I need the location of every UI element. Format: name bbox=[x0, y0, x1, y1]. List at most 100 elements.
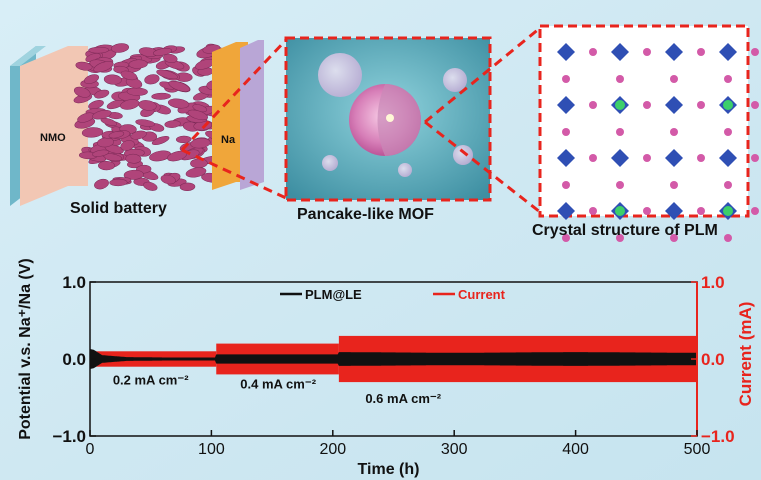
linker bbox=[724, 128, 732, 136]
linker bbox=[751, 48, 759, 56]
linker bbox=[751, 101, 759, 109]
x-tick-label: 300 bbox=[441, 441, 468, 458]
nmo-cathode bbox=[20, 46, 88, 206]
linker bbox=[589, 48, 597, 56]
pancake bbox=[152, 48, 173, 56]
pancake bbox=[83, 74, 100, 84]
linker bbox=[562, 75, 570, 83]
pancake bbox=[88, 46, 110, 54]
x-tick-label: 200 bbox=[319, 441, 346, 458]
pancake bbox=[167, 98, 190, 109]
left-collector-top bbox=[10, 46, 46, 66]
linker bbox=[670, 128, 678, 136]
sodium-site bbox=[723, 100, 733, 110]
polyhedron bbox=[719, 149, 737, 167]
pancake bbox=[120, 140, 135, 151]
linker bbox=[616, 75, 624, 83]
crystal-panel bbox=[538, 24, 750, 218]
polyhedron bbox=[557, 43, 575, 61]
pancake bbox=[81, 127, 104, 138]
pancake bbox=[179, 182, 196, 191]
polyhedron bbox=[611, 149, 629, 167]
linker bbox=[643, 154, 651, 162]
linker bbox=[562, 181, 570, 189]
pancake bbox=[120, 70, 138, 81]
linker bbox=[562, 234, 570, 242]
bubble bbox=[318, 53, 362, 97]
linker bbox=[751, 154, 759, 162]
zoom-line bbox=[424, 120, 541, 214]
current-density-annotation: 0.4 mA cm⁻² bbox=[240, 376, 316, 391]
x-tick-label: 100 bbox=[198, 441, 225, 458]
linker bbox=[643, 48, 651, 56]
y-left-tick-label: 1.0 bbox=[62, 273, 86, 292]
bubble bbox=[322, 155, 338, 171]
y-left-tick-label: 0.0 bbox=[62, 350, 86, 369]
pancake bbox=[163, 53, 178, 63]
pancake bbox=[160, 174, 176, 185]
pancake bbox=[75, 61, 93, 71]
pancake bbox=[164, 120, 181, 128]
linker bbox=[697, 207, 705, 215]
linker bbox=[643, 101, 651, 109]
current-density-annotation: 0.6 mA cm⁻² bbox=[365, 391, 441, 406]
y-right-tick-label: −1.0 bbox=[701, 427, 735, 446]
current-density-annotation: 0.2 mA cm⁻² bbox=[113, 373, 189, 388]
y-right-tick-label: 1.0 bbox=[701, 273, 725, 292]
pancake bbox=[128, 59, 148, 69]
bubble bbox=[398, 163, 412, 177]
voltage-trace bbox=[90, 349, 697, 369]
pancake bbox=[168, 80, 190, 92]
bubble bbox=[453, 145, 473, 165]
mof-caption: Pancake-like MOF bbox=[297, 206, 434, 223]
polyhedron bbox=[611, 43, 629, 61]
linker bbox=[562, 128, 570, 136]
pancake bbox=[151, 92, 171, 100]
y-left-axis-label: Potential v.s. Na⁺/Na (V) bbox=[17, 258, 34, 440]
polyhedron bbox=[557, 202, 575, 220]
mof-sphere-core bbox=[386, 114, 394, 122]
linker bbox=[724, 181, 732, 189]
polyhedron bbox=[719, 43, 737, 61]
pancake bbox=[93, 61, 114, 73]
linker bbox=[643, 207, 651, 215]
pancake bbox=[138, 100, 157, 111]
nmo-label: NMO bbox=[40, 132, 66, 144]
y-right-axis-label: Current (mA) bbox=[736, 302, 755, 407]
x-tick-label: 500 bbox=[684, 441, 711, 458]
polyhedron bbox=[665, 202, 683, 220]
sodium-site bbox=[615, 100, 625, 110]
polyhedron bbox=[557, 149, 575, 167]
y-right-tick-label: 0.0 bbox=[701, 350, 725, 369]
polyhedron bbox=[665, 149, 683, 167]
pancake bbox=[156, 69, 178, 80]
na-anode bbox=[212, 42, 248, 190]
mof-sphere-cutaway bbox=[377, 84, 421, 156]
pancake bbox=[100, 117, 117, 126]
na-label: Na bbox=[221, 134, 236, 146]
pancake bbox=[110, 43, 130, 53]
pancake bbox=[108, 131, 125, 139]
polyhedron bbox=[665, 43, 683, 61]
pancake bbox=[73, 86, 91, 98]
pancake bbox=[109, 178, 128, 187]
pancake bbox=[92, 109, 112, 120]
linker bbox=[670, 234, 678, 242]
pancake bbox=[92, 149, 110, 157]
linker bbox=[670, 181, 678, 189]
pancake bbox=[123, 169, 144, 180]
linker bbox=[616, 181, 624, 189]
pancake bbox=[144, 74, 160, 85]
linker bbox=[697, 101, 705, 109]
linker bbox=[616, 234, 624, 242]
pancake bbox=[143, 181, 158, 191]
zoom-line bbox=[181, 148, 287, 200]
pancake bbox=[94, 178, 109, 190]
bubble bbox=[443, 68, 467, 92]
x-tick-label: 0 bbox=[86, 441, 95, 458]
pancake bbox=[190, 138, 211, 149]
